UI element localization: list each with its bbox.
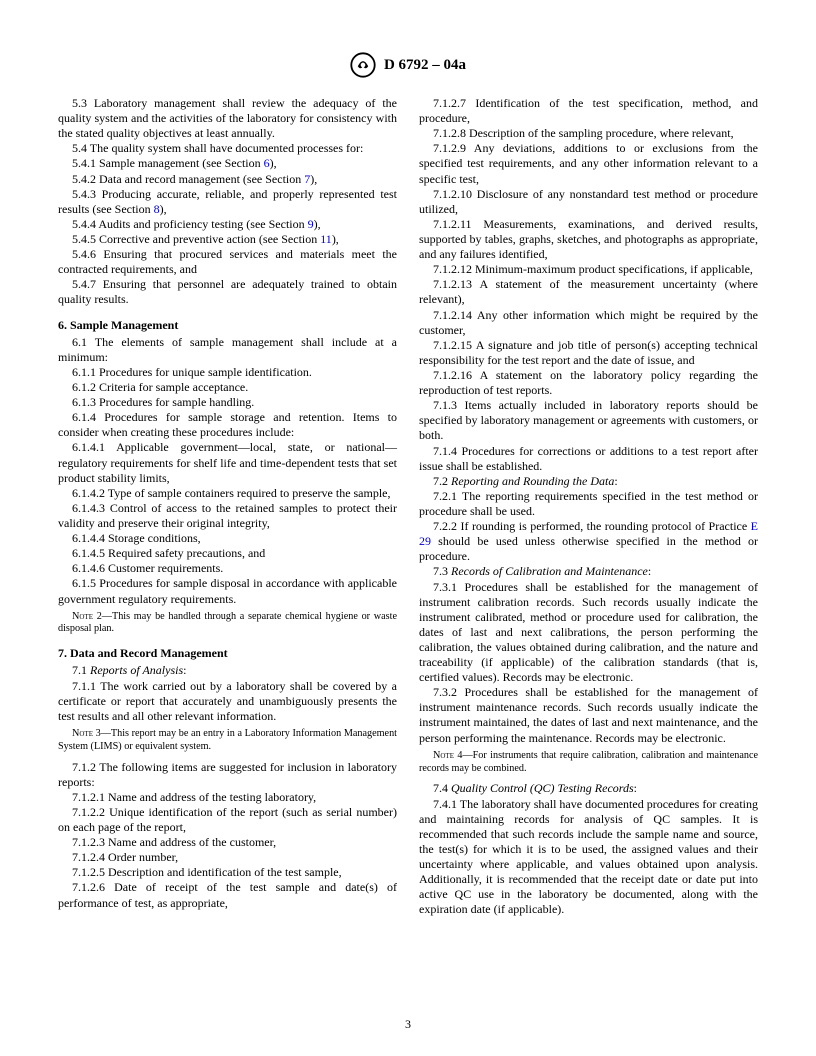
text: : [183,663,186,677]
para-7-3-2: 7.3.2 Procedures shall be established fo… [419,685,758,745]
note-text: 3—This report may be an entry in a Labor… [58,728,397,752]
text: ), [160,202,167,216]
text: 5.4.5 Corrective and preventive action (… [72,232,320,246]
text: : [614,474,617,488]
para-7-1-2-2: 7.1.2.2 Unique identification of the rep… [58,805,397,835]
para-5-3: 5.3 Laboratory management shall review t… [58,96,397,141]
para-6-1-4-2: 6.1.4.2 Type of sample containers requir… [58,486,397,501]
para-7-4: 7.4 Quality Control (QC) Testing Records… [419,781,758,796]
note-text: 2—This may be handled through a separate… [58,611,397,635]
astm-logo-icon [350,52,376,78]
text: ), [270,156,277,170]
text: : [648,564,651,578]
subtitle: Reporting and Rounding the Data [451,474,614,488]
para-6-1-5: 6.1.5 Procedures for sample disposal in … [58,576,397,606]
num: 7.4 [433,781,451,795]
text: 5.4.1 Sample management (see Section [72,156,264,170]
para-7-1-2-12: 7.1.2.12 Minimum-maximum product specifi… [419,262,758,277]
para-6-1-3: 6.1.3 Procedures for sample handling. [58,395,397,410]
para-7-1-2-6: 7.1.2.6 Date of receipt of the test samp… [58,880,397,910]
note-label: Note [72,728,93,739]
para-5-4-5: 5.4.5 Corrective and preventive action (… [58,232,397,247]
para-7-1-2-4: 7.1.2.4 Order number, [58,850,397,865]
para-7-1-2-16: 7.1.2.16 A statement on the laboratory p… [419,368,758,398]
page: D 6792 – 04a 5.3 Laboratory management s… [0,0,816,1056]
para-7-1: 7.1 Reports of Analysis: [58,663,397,678]
body-columns: 5.3 Laboratory management shall review t… [58,96,758,917]
para-5-4-2: 5.4.2 Data and record management (see Se… [58,172,397,187]
para-7-1-2-1: 7.1.2.1 Name and address of the testing … [58,790,397,805]
text: 5.4.3 Producing accurate, reliable, and … [58,187,397,216]
para-6-1: 6.1 The elements of sample management sh… [58,335,397,365]
para-7-3: 7.3 Records of Calibration and Maintenan… [419,564,758,579]
para-7-1-1: 7.1.1 The work carried out by a laborato… [58,679,397,724]
para-7-1-2: 7.1.2 The following items are suggested … [58,760,397,790]
para-5-4-4: 5.4.4 Audits and proficiency testing (se… [58,217,397,232]
note-4: Note 4—For instruments that require cali… [419,750,758,776]
para-7-1-3: 7.1.3 Items actually included in laborat… [419,398,758,443]
para-7-3-1: 7.3.1 Procedures shall be established fo… [419,580,758,686]
para-7-1-2-5: 7.1.2.5 Description and identification o… [58,865,397,880]
para-7-1-2-3: 7.1.2.3 Name and address of the customer… [58,835,397,850]
para-6-1-1: 6.1.1 Procedures for unique sample ident… [58,365,397,380]
subtitle: Quality Control (QC) Testing Records [451,781,634,795]
text: 5.4.2 Data and record management (see Se… [72,172,304,186]
subtitle: Records of Calibration and Maintenance [451,564,648,578]
para-7-1-4: 7.1.4 Procedures for corrections or addi… [419,444,758,474]
para-7-1-2-8: 7.1.2.8 Description of the sampling proc… [419,126,758,141]
text: should be used unless otherwise specifie… [419,534,758,563]
para-7-2-1: 7.2.1 The reporting requirements specifi… [419,489,758,519]
text: ), [314,217,321,231]
note-2: Note 2—This may be handled through a sep… [58,611,397,637]
para-7-1-2-10: 7.1.2.10 Disclosure of any nonstandard t… [419,187,758,217]
para-7-2: 7.2 Reporting and Rounding the Data: [419,474,758,489]
para-6-1-4-4: 6.1.4.4 Storage conditions, [58,531,397,546]
text: ), [332,232,339,246]
text: ), [310,172,317,186]
para-7-4-1: 7.4.1 The laboratory shall have document… [419,797,758,918]
para-7-1-2-15: 7.1.2.15 A signature and job title of pe… [419,338,758,368]
para-5-4-3: 5.4.3 Producing accurate, reliable, and … [58,187,397,217]
para-7-1-2-14: 7.1.2.14 Any other information which mig… [419,308,758,338]
link-section-11[interactable]: 11 [320,232,332,246]
text: 7.2.2 If rounding is performed, the roun… [433,519,751,533]
para-6-1-4: 6.1.4 Procedures for sample storage and … [58,410,397,440]
designation: D 6792 – 04a [384,57,466,74]
text: : [634,781,637,795]
note-label: Note [433,750,454,761]
page-footer: 3 [0,1017,816,1032]
para-7-1-2-11: 7.1.2.11 Measurements, examinations, and… [419,217,758,262]
page-header: D 6792 – 04a [58,52,758,78]
page-number: 3 [405,1017,411,1031]
note-label: Note [72,611,93,622]
para-5-4-6: 5.4.6 Ensuring that procured services an… [58,247,397,277]
note-text: 4—For instruments that require calibrati… [419,750,758,774]
para-5-4: 5.4 The quality system shall have docume… [58,141,397,156]
para-5-4-7: 5.4.7 Ensuring that personnel are adequa… [58,277,397,307]
para-6-1-4-3: 6.1.4.3 Control of access to the retaine… [58,501,397,531]
para-7-2-2: 7.2.2 If rounding is performed, the roun… [419,519,758,564]
para-7-1-2-7: 7.1.2.7 Identification of the test speci… [419,96,758,126]
note-3: Note 3—This report may be an entry in a … [58,728,397,754]
heading-7: 7. Data and Record Management [58,646,397,661]
para-5-4-1: 5.4.1 Sample management (see Section 6), [58,156,397,171]
num: 7.1 [72,663,90,677]
text: 5.4.4 Audits and proficiency testing (se… [72,217,308,231]
para-7-1-2-9: 7.1.2.9 Any deviations, additions to or … [419,141,758,186]
heading-6: 6. Sample Management [58,318,397,333]
para-6-1-4-6: 6.1.4.6 Customer requirements. [58,561,397,576]
para-6-1-4-1: 6.1.4.1 Applicable government—local, sta… [58,440,397,485]
subtitle: Reports of Analysis [90,663,183,677]
num: 7.3 [433,564,451,578]
para-6-1-4-5: 6.1.4.5 Required safety precautions, and [58,546,397,561]
para-6-1-2: 6.1.2 Criteria for sample acceptance. [58,380,397,395]
num: 7.2 [433,474,451,488]
para-7-1-2-13: 7.1.2.13 A statement of the measurement … [419,277,758,307]
